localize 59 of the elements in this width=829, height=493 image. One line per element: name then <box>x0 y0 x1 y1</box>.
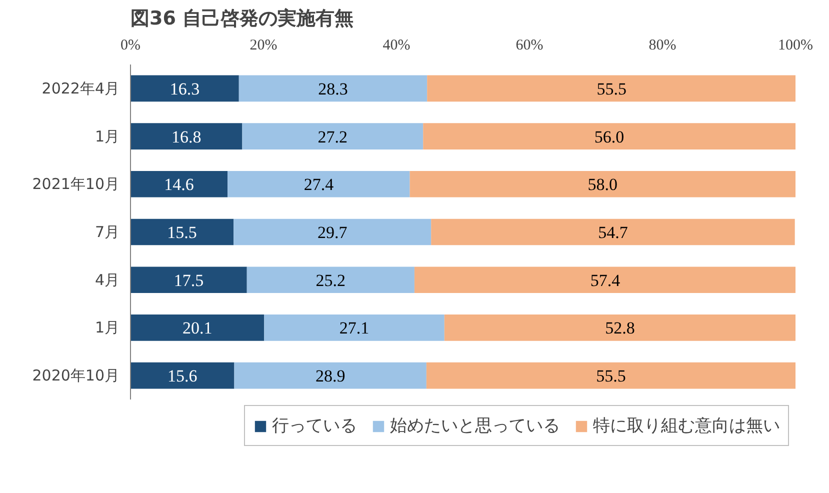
data-label: 56.0 <box>594 127 624 146</box>
y-tick-label: 2022年4月 <box>42 79 120 98</box>
bar <box>246 266 414 294</box>
x-tick-label: 60% <box>516 38 544 54</box>
data-label: 58.0 <box>588 175 618 194</box>
x-tick-label: 40% <box>382 38 410 54</box>
bar <box>414 266 796 294</box>
data-label: 29.7 <box>317 223 348 242</box>
y-tick-label: 4月 <box>94 270 120 289</box>
data-label: 55.5 <box>596 366 626 386</box>
y-tick-label: 2021年10月 <box>32 175 120 194</box>
bar <box>130 218 234 246</box>
data-label: 28.3 <box>318 79 348 98</box>
data-label: 16.8 <box>171 127 202 146</box>
bar <box>444 314 796 341</box>
bar <box>130 314 264 341</box>
data-label: 27.4 <box>304 175 334 194</box>
data-label: 55.5 <box>596 79 627 98</box>
bar <box>410 170 796 198</box>
data-label: 54.7 <box>598 223 628 242</box>
y-tick-label: 1月 <box>94 318 120 337</box>
data-label: 15.6 <box>167 366 198 386</box>
bar <box>130 75 239 102</box>
legend-label: 特に取り組む意向は無い <box>593 415 780 437</box>
legend-label: 始めたいと思っている <box>390 415 560 437</box>
bar <box>427 75 796 102</box>
bar <box>264 314 444 341</box>
data-label: 28.9 <box>315 366 346 386</box>
x-tick-label: 20% <box>250 38 278 54</box>
bar <box>130 362 234 389</box>
data-label: 57.4 <box>590 270 621 290</box>
bar <box>431 218 795 246</box>
x-tick-label: 80% <box>648 38 676 54</box>
y-tick-label: 7月 <box>94 223 120 241</box>
bar <box>234 218 432 246</box>
bar <box>130 266 247 294</box>
data-label: 14.6 <box>164 175 194 194</box>
chart-title: 図36 自己啓発の実施有無 <box>130 8 354 30</box>
bar <box>238 75 428 102</box>
bar <box>426 362 796 389</box>
data-label: 25.2 <box>316 270 346 290</box>
y-tick-label: 1月 <box>94 127 120 146</box>
legend-label: 行っている <box>272 415 357 437</box>
data-label: 52.8 <box>605 318 635 338</box>
bar <box>130 123 242 150</box>
data-label: 15.5 <box>167 223 197 242</box>
bar <box>234 362 426 389</box>
bar <box>242 123 424 150</box>
data-label: 17.5 <box>174 270 204 290</box>
x-tick-label: 0% <box>120 38 140 54</box>
bar <box>130 170 228 198</box>
data-label: 20.1 <box>182 318 212 338</box>
bar <box>423 123 796 150</box>
bar <box>228 170 410 198</box>
data-label: 27.1 <box>339 318 370 338</box>
data-label: 27.2 <box>318 127 348 146</box>
data-label: 16.3 <box>170 79 200 98</box>
y-tick-label: 2020年10月 <box>32 366 120 385</box>
x-tick-label: 100% <box>778 38 813 54</box>
